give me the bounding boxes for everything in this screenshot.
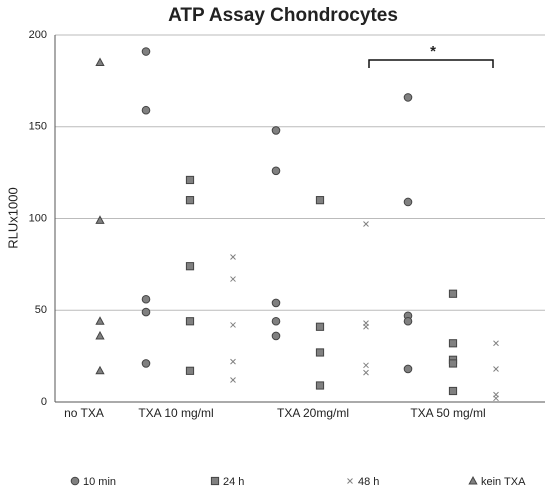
point	[271, 331, 281, 341]
point	[448, 289, 458, 298]
point	[95, 330, 105, 340]
point	[403, 93, 413, 102]
legend-marker	[468, 475, 478, 485]
point	[315, 381, 325, 390]
point	[185, 175, 195, 185]
point	[403, 364, 413, 374]
significance-bracket	[368, 59, 494, 68]
point	[493, 395, 499, 402]
point	[315, 348, 325, 357]
point	[363, 369, 369, 376]
point	[493, 366, 499, 372]
point	[185, 262, 195, 271]
legend-label: 10 min	[83, 476, 116, 488]
point	[363, 221, 369, 227]
point	[141, 105, 151, 115]
x-tick-label: TXA 20mg/ml	[277, 406, 349, 420]
point	[185, 366, 195, 375]
y-tick-label: 200	[29, 29, 47, 41]
y-tick-label: 0	[41, 396, 47, 408]
y-tick-label: 150	[29, 121, 47, 133]
legend-label: 48 h	[358, 476, 379, 488]
point	[185, 196, 195, 205]
point	[315, 196, 325, 205]
point	[363, 362, 369, 369]
y-axis-label: RLUx1000	[5, 187, 20, 248]
point	[271, 126, 281, 135]
legend-label: kein TXA	[481, 476, 526, 488]
point	[403, 316, 413, 326]
point	[271, 166, 281, 176]
point	[230, 322, 236, 328]
legend-marker	[347, 478, 353, 484]
y-tick-label: 50	[35, 304, 47, 316]
point	[230, 276, 236, 282]
point	[141, 47, 151, 56]
point	[448, 339, 458, 348]
legend-marker	[70, 476, 80, 486]
point	[185, 317, 195, 326]
point	[95, 316, 105, 325]
point	[230, 254, 236, 260]
point	[271, 316, 281, 326]
point	[95, 215, 105, 224]
point	[141, 294, 151, 304]
point	[315, 322, 325, 331]
point	[493, 340, 499, 347]
point	[230, 377, 236, 383]
legend-label: 24 h	[223, 476, 244, 488]
point	[363, 323, 369, 330]
x-tick-label: no TXA	[64, 406, 104, 420]
legend-marker	[210, 476, 220, 486]
significance-label: *	[430, 43, 436, 60]
point	[141, 307, 151, 317]
point	[230, 358, 236, 365]
point	[271, 298, 281, 308]
x-tick-label: TXA 10 mg/ml	[138, 406, 213, 420]
chart-title: ATP Assay Chondrocytes	[168, 5, 398, 26]
y-tick-label: 100	[29, 212, 47, 224]
x-tick-label: TXA 50 mg/ml	[410, 406, 485, 420]
point	[448, 386, 458, 396]
point	[141, 359, 151, 368]
point	[95, 365, 105, 375]
point	[448, 359, 458, 368]
point	[403, 197, 413, 207]
point	[95, 57, 105, 67]
